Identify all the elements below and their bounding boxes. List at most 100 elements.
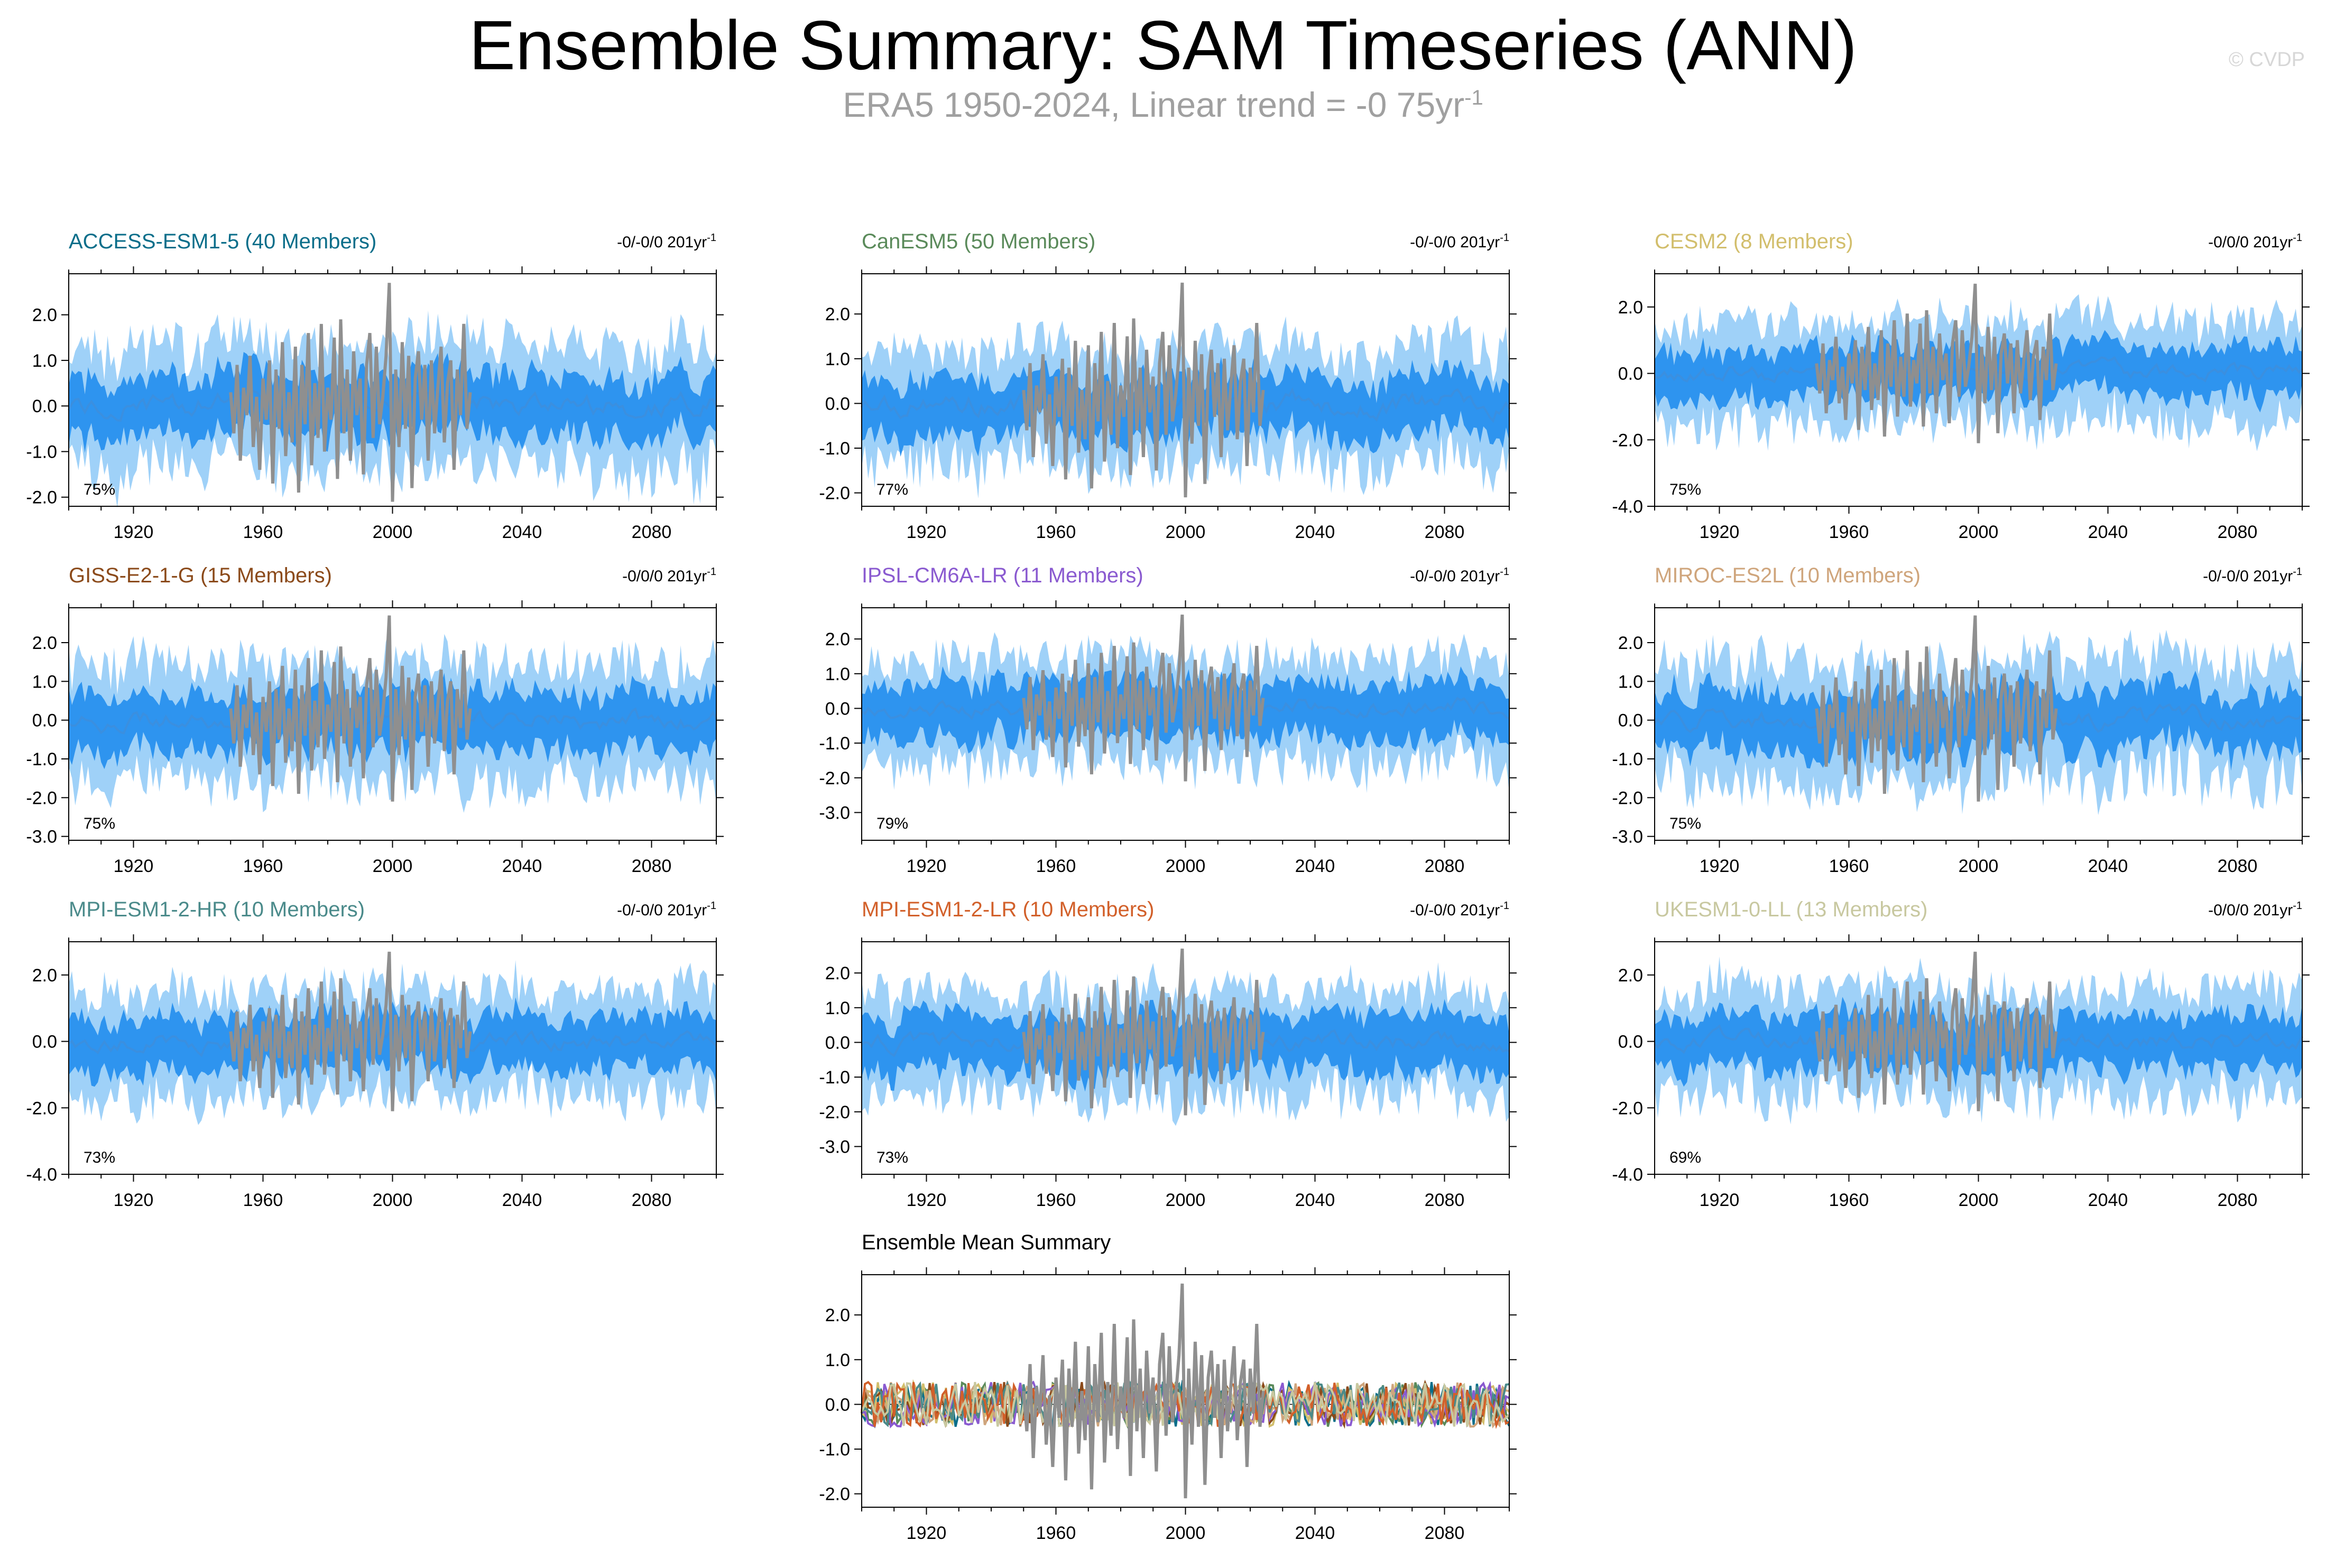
x-tick-label: 2000: [1959, 522, 1999, 542]
y-tick-label: 2.0: [1618, 966, 1643, 986]
y-tick-label: 1.0: [825, 998, 850, 1018]
x-tick-label: 2040: [502, 522, 542, 542]
x-tick-label: 2080: [632, 522, 672, 542]
y-tick-label: -2.0: [1612, 788, 1643, 808]
trend-superscript: -1: [2293, 566, 2302, 578]
percent-label: 73%: [876, 1149, 908, 1166]
y-tick-label: 0.0: [32, 1032, 57, 1052]
y-tick-label: -2.0: [819, 484, 850, 504]
percent-label: 75%: [1669, 481, 1701, 498]
x-tick-label: 2040: [502, 1190, 542, 1210]
y-tick-label: -1.0: [819, 1068, 850, 1088]
y-tick-label: -1.0: [26, 442, 57, 462]
chart-panel-3: 1920 1960 2000 2040 2080 2.0 0.0 -2.0 -4.0 CESM2 …: [1612, 230, 2310, 542]
x-tick-label: 2040: [1295, 1523, 1335, 1543]
x-tick-label: 1920: [907, 1523, 947, 1543]
x-tick-label: 2000: [1166, 522, 1206, 542]
y-tick-label: -2.0: [819, 1485, 850, 1505]
x-tick-label: 1920: [114, 522, 154, 542]
y-tick-label: -4.0: [1612, 1165, 1643, 1185]
observation-line: [1022, 282, 1265, 498]
x-tick-label: 1920: [907, 1190, 947, 1210]
x-tick-label: 2040: [2088, 1190, 2128, 1210]
y-tick-label: 1.0: [32, 351, 57, 371]
trend-label: -0/0/0 201yr-1: [2208, 900, 2302, 919]
page-subtitle: ERA5 1950-2024, Linear trend = -0 75yr-1: [0, 85, 2326, 125]
x-tick-label: 1920: [907, 856, 947, 876]
x-tick-label: 1960: [1829, 1190, 1869, 1210]
chart-panel-8: 1920 1960 2000 2040 2080 2.0 1.0 0.0 -1.0 -2.0 -3.…: [819, 898, 1517, 1210]
x-tick-label: 1960: [1829, 856, 1869, 876]
x-tick-label: 1960: [243, 856, 283, 876]
trend-superscript: -1: [2293, 900, 2302, 912]
y-tick-label: 0.0: [1618, 711, 1643, 731]
x-tick-label: 2000: [1959, 1190, 1999, 1210]
trend-text: -0/-0/0 201yr: [617, 234, 707, 251]
percent-label: 75%: [84, 815, 115, 832]
panel-title: MIROC-ES2L (10 Members): [1655, 564, 1921, 587]
y-tick-label: -2.0: [26, 788, 57, 808]
y-tick-label: 2.0: [825, 304, 850, 324]
trend-label: -0/-0/0 201yr-1: [617, 900, 716, 919]
y-tick-label: 1.0: [825, 664, 850, 684]
trend-text: -0/-0/0 201yr: [1410, 902, 1500, 919]
trend-text: -0/0/0 201yr: [622, 568, 707, 585]
trend-label: -0/-0/0 201yr-1: [1410, 900, 1509, 919]
y-tick-label: 0.0: [32, 396, 57, 416]
x-tick-label: 2080: [632, 1190, 672, 1210]
panel-title: CanESM5 (50 Members): [862, 230, 1095, 253]
trend-text: -0/-0/0 201yr: [1410, 234, 1500, 251]
x-tick-label: 2080: [632, 856, 672, 876]
x-tick-label: 2080: [2218, 856, 2258, 876]
x-tick-label: 2000: [373, 1190, 413, 1210]
trend-label: -0/0/0 201yr-1: [2208, 232, 2302, 251]
y-tick-label: 0.0: [825, 394, 850, 414]
panel-title: MPI-ESM1-2-LR (10 Members): [862, 898, 1154, 921]
x-tick-label: 1920: [114, 856, 154, 876]
x-tick-label: 2040: [1295, 856, 1335, 876]
chart-panel-1: 1920 1960 2000 2040 2080 2.0 1.0 0.0 -1.0 -2.0 ACC…: [26, 230, 724, 542]
y-tick-label: 1.0: [32, 672, 57, 692]
subtitle-superscript: -1: [1464, 86, 1483, 109]
subtitle-text: ERA5 1950-2024, Linear trend = -0 75yr: [843, 85, 1465, 124]
y-tick-label: 0.0: [825, 1395, 850, 1415]
observation-line: [1815, 283, 2058, 443]
percent-label: 77%: [876, 481, 908, 498]
chart-panel-5: 1920 1960 2000 2040 2080 2.0 1.0 0.0 -1.0 -2.0 -3.…: [819, 564, 1517, 876]
chart-panel-4: 1920 1960 2000 2040 2080 2.0 1.0 0.0 -1.0 -2.0 -3.…: [26, 564, 724, 876]
ensemble-mean-line: [68, 1028, 717, 1057]
x-tick-label: 2040: [2088, 522, 2128, 542]
trend-superscript: -1: [707, 232, 716, 244]
y-tick-label: 0.0: [1618, 1032, 1643, 1052]
percent-label: 79%: [876, 815, 908, 832]
percent-label: 75%: [84, 481, 115, 498]
y-tick-label: -1.0: [819, 734, 850, 754]
trend-text: -0/0/0 201yr: [2208, 902, 2293, 919]
y-tick-label: 2.0: [32, 305, 57, 326]
y-tick-label: 1.0: [825, 1350, 850, 1370]
x-tick-label: 1920: [1700, 1190, 1740, 1210]
percent-label: 73%: [84, 1149, 115, 1166]
x-tick-label: 1920: [1700, 522, 1740, 542]
observation-line: [229, 283, 472, 502]
y-tick-label: -2.0: [1612, 1098, 1643, 1118]
watermark: © CVDP: [2228, 49, 2305, 71]
y-tick-label: 1.0: [825, 349, 850, 369]
y-tick-label: 0.0: [825, 1033, 850, 1053]
observation-line: [1815, 615, 2058, 802]
y-tick-label: 0.0: [825, 699, 850, 719]
y-tick-label: -2.0: [26, 1098, 57, 1118]
chart-panel-2: 1920 1960 2000 2040 2080 2.0 1.0 0.0 -1.0 -2.0 Can…: [819, 230, 1517, 542]
chart-panel-10: 1920 1960 2000 2040 2080 2.0 1.0 0.0 -1.0 -2.0 Ens…: [819, 1231, 1517, 1543]
y-tick-label: -1.0: [819, 1440, 850, 1460]
panel-title: CESM2 (8 Members): [1655, 230, 1853, 253]
observation-line: [1815, 951, 2058, 1111]
x-tick-label: 1960: [1036, 1523, 1076, 1543]
x-tick-label: 2080: [2218, 1190, 2258, 1210]
x-tick-label: 2000: [373, 856, 413, 876]
trend-label: -0/-0/0 201yr-1: [617, 232, 716, 251]
chart-panel-6: 1920 1960 2000 2040 2080 2.0 1.0 0.0 -1.0 -2.0 -3.…: [1612, 564, 2310, 876]
x-tick-label: 1960: [243, 1190, 283, 1210]
x-tick-label: 2000: [1959, 856, 1999, 876]
x-tick-label: 2040: [1295, 1190, 1335, 1210]
